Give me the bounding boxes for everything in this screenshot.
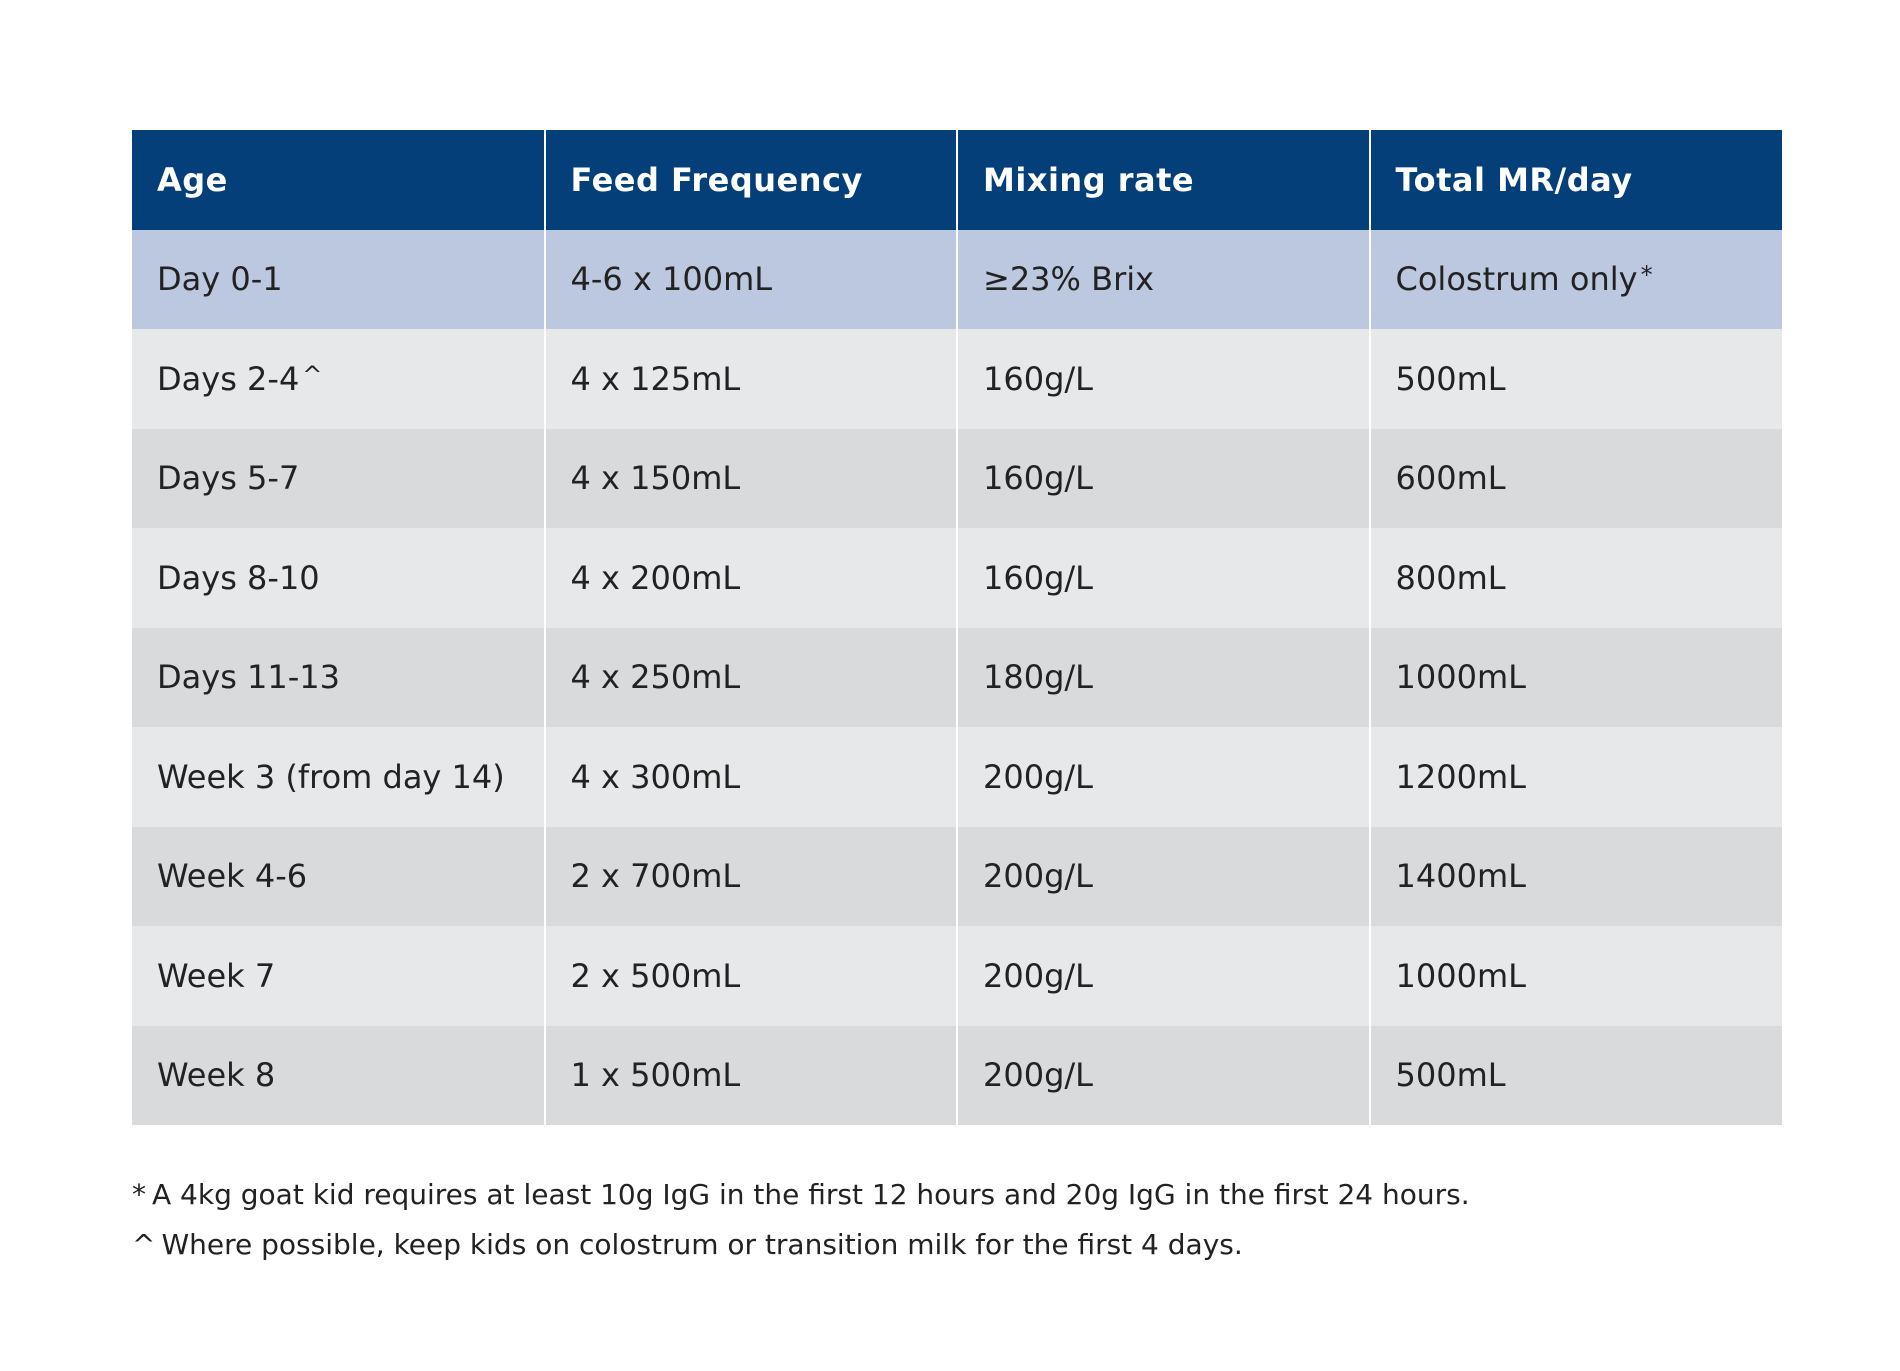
total-mr-day-cell: 800mL bbox=[1368, 528, 1782, 628]
total-mr-day-cell: 1000mL bbox=[1368, 627, 1782, 727]
total-mr-day-cell-text: 500mL bbox=[1395, 1056, 1506, 1095]
table-row: Days 5-7 4 x 150mL 160g/L 600mL bbox=[132, 428, 1782, 528]
feed-frequency-cell-text: 4 x 150mL bbox=[570, 459, 741, 498]
column-header-age: Age bbox=[132, 130, 545, 230]
mixing-rate-cell: ≥23% Brix bbox=[956, 229, 1370, 329]
age-cell: Week 7 bbox=[132, 926, 545, 1026]
total-mr-day-cell-text: 800mL bbox=[1395, 558, 1506, 597]
mixing-rate-cell-text: 200g/L bbox=[983, 757, 1093, 796]
age-cell: Day 0-1 bbox=[132, 229, 545, 329]
feed-frequency-cell-text: 4 x 125mL bbox=[570, 359, 741, 398]
total-mr-day-cell: Colostrum only * bbox=[1368, 229, 1782, 329]
mixing-rate-cell: 200g/L bbox=[956, 826, 1370, 926]
feed-frequency-cell-text: 4 x 250mL bbox=[570, 658, 741, 697]
feed-frequency-cell: 4 x 125mL bbox=[543, 329, 957, 429]
feed-frequency-cell: 1 x 500mL bbox=[543, 1025, 957, 1125]
total-mr-day-cell: 1200mL bbox=[1368, 727, 1782, 827]
column-header-total-mr-day: Total MR/day bbox=[1368, 130, 1782, 230]
feeding-schedule-table: Age Feed Frequency Mixing rate Total MR/… bbox=[132, 130, 1782, 1125]
mixing-rate-cell-text: ≥23% Brix bbox=[983, 260, 1155, 299]
feed-frequency-cell: 2 x 500mL bbox=[543, 926, 957, 1026]
table-row: Days 11-13 4 x 250mL 180g/L 1000mL bbox=[132, 627, 1782, 727]
feed-frequency-cell: 4-6 x 100mL bbox=[543, 229, 957, 329]
table-row: Week 7 2 x 500mL 200g/L 1000mL bbox=[132, 926, 1782, 1026]
mixing-rate-cell-text: 160g/L bbox=[983, 359, 1093, 398]
footnote-reference-mark: ^ bbox=[302, 360, 323, 389]
total-mr-day-cell: 500mL bbox=[1368, 1025, 1782, 1125]
mixing-rate-cell: 200g/L bbox=[956, 926, 1370, 1026]
table-row: Days 8-10 4 x 200mL 160g/L 800mL bbox=[132, 528, 1782, 628]
footnote-line: ^ Where possible, keep kids on colostrum … bbox=[132, 1220, 1782, 1270]
age-cell: Days 5-7 bbox=[132, 428, 545, 528]
table-row: Days 2-4 ^ 4 x 125mL 160g/L 500mL bbox=[132, 329, 1782, 429]
feed-frequency-cell: 4 x 300mL bbox=[543, 727, 957, 827]
footnote-line: * A 4kg goat kid requires at least 10g Ig… bbox=[132, 1170, 1782, 1220]
footnote-text: A 4kg goat kid requires at least 10g IgG… bbox=[152, 1178, 1470, 1211]
total-mr-day-cell-text: 500mL bbox=[1395, 359, 1506, 398]
age-cell-text: Day 0-1 bbox=[157, 260, 283, 299]
age-cell-text: Days 8-10 bbox=[157, 558, 320, 597]
table-row: Week 8 1 x 500mL 200g/L 500mL bbox=[132, 1025, 1782, 1125]
age-cell: Week 4-6 bbox=[132, 826, 545, 926]
footnote-mark: * bbox=[132, 1178, 146, 1211]
total-mr-day-cell: 500mL bbox=[1368, 329, 1782, 429]
footnotes: * A 4kg goat kid requires at least 10g Ig… bbox=[132, 1170, 1782, 1270]
total-mr-day-cell-text: Colostrum only bbox=[1395, 260, 1638, 299]
mixing-rate-cell: 180g/L bbox=[956, 627, 1370, 727]
age-cell: Days 11-13 bbox=[132, 627, 545, 727]
table-body: Day 0-1 4-6 x 100mL ≥23% Brix Colostrum onl… bbox=[132, 229, 1782, 1125]
mixing-rate-cell: 200g/L bbox=[956, 727, 1370, 827]
feed-frequency-cell: 4 x 150mL bbox=[543, 428, 957, 528]
mixing-rate-cell: 160g/L bbox=[956, 329, 1370, 429]
total-mr-day-cell: 1000mL bbox=[1368, 926, 1782, 1026]
header-row: Age Feed Frequency Mixing rate Total MR/… bbox=[132, 130, 1782, 230]
age-cell-text: Week 3 (from day 14) bbox=[157, 757, 505, 796]
total-mr-day-cell-text: 1400mL bbox=[1395, 857, 1526, 896]
feed-frequency-cell: 2 x 700mL bbox=[543, 826, 957, 926]
age-cell: Week 8 bbox=[132, 1025, 545, 1125]
age-cell-text: Days 11-13 bbox=[157, 658, 341, 697]
footnote-text: Where possible, keep kids on colostrum o… bbox=[161, 1228, 1243, 1261]
age-cell: Week 3 (from day 14) bbox=[132, 727, 545, 827]
total-mr-day-cell-text: 1000mL bbox=[1395, 956, 1526, 995]
age-cell-text: Days 5-7 bbox=[157, 459, 300, 498]
total-mr-day-cell-text: 1200mL bbox=[1395, 757, 1526, 796]
mixing-rate-cell-text: 160g/L bbox=[983, 558, 1093, 597]
age-cell: Days 8-10 bbox=[132, 528, 545, 628]
mixing-rate-cell: 160g/L bbox=[956, 428, 1370, 528]
mixing-rate-cell-text: 160g/L bbox=[983, 459, 1093, 498]
feed-frequency-cell: 4 x 250mL bbox=[543, 627, 957, 727]
mixing-rate-cell: 200g/L bbox=[956, 1025, 1370, 1125]
feed-frequency-cell-text: 4 x 300mL bbox=[570, 757, 741, 796]
table-header: Age Feed Frequency Mixing rate Total MR/… bbox=[132, 130, 1782, 230]
mixing-rate-cell: 160g/L bbox=[956, 528, 1370, 628]
table-row: Week 4-6 2 x 700mL 200g/L 1400mL bbox=[132, 826, 1782, 926]
footnote-mark: ^ bbox=[132, 1228, 156, 1261]
footnote-reference-mark: * bbox=[1640, 261, 1653, 290]
column-header-feed-frequency: Feed Frequency bbox=[543, 130, 957, 230]
table-row: Week 3 (from day 14) 4 x 300mL 200g/L 1200m… bbox=[132, 727, 1782, 827]
feed-frequency-cell-text: 2 x 500mL bbox=[570, 956, 741, 995]
column-header-mixing-rate: Mixing rate bbox=[956, 130, 1370, 230]
feed-frequency-cell: 4 x 200mL bbox=[543, 528, 957, 628]
total-mr-day-cell: 1400mL bbox=[1368, 826, 1782, 926]
mixing-rate-cell-text: 200g/L bbox=[983, 1056, 1093, 1095]
feed-frequency-cell-text: 2 x 700mL bbox=[570, 857, 741, 896]
age-cell-text: Days 2-4 bbox=[157, 359, 300, 398]
age-cell-text: Week 7 bbox=[157, 956, 276, 995]
feed-frequency-cell-text: 1 x 500mL bbox=[570, 1056, 741, 1095]
mixing-rate-cell-text: 180g/L bbox=[983, 658, 1093, 697]
age-cell-text: Week 4-6 bbox=[157, 857, 308, 896]
total-mr-day-cell-text: 600mL bbox=[1395, 459, 1506, 498]
age-cell-text: Week 8 bbox=[157, 1056, 276, 1095]
total-mr-day-cell-text: 1000mL bbox=[1395, 658, 1526, 697]
feed-frequency-cell-text: 4 x 200mL bbox=[570, 558, 741, 597]
mixing-rate-cell-text: 200g/L bbox=[983, 956, 1093, 995]
mixing-rate-cell-text: 200g/L bbox=[983, 857, 1093, 896]
feed-frequency-cell-text: 4-6 x 100mL bbox=[570, 260, 773, 299]
total-mr-day-cell: 600mL bbox=[1368, 428, 1782, 528]
age-cell: Days 2-4 ^ bbox=[132, 329, 545, 429]
table-row: Day 0-1 4-6 x 100mL ≥23% Brix Colostrum onl… bbox=[132, 229, 1782, 329]
